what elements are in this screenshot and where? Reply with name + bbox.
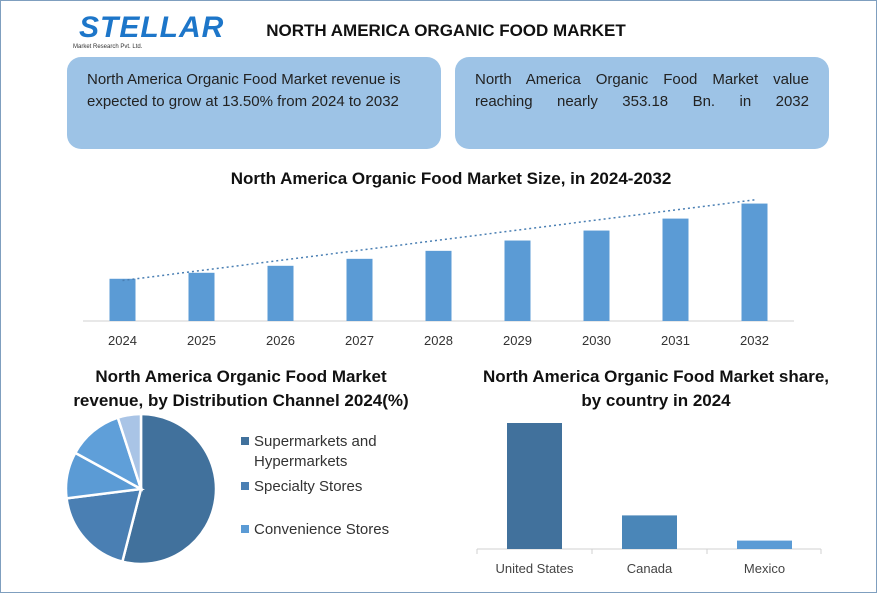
distribution-pie-chart: Supermarkets and Hypermarkets Specialty St… [64,412,389,566]
legend-swatch [241,482,249,490]
country-bar-chart: United States Canada Mexico [476,423,822,576]
market-size-chart: 2024 2025 2026 2027 2028 2029 2030 2031 2032 [83,199,794,348]
legend-label: Convenience Stores [254,521,389,538]
bar-2027 [346,258,373,321]
bar-canada [622,515,677,549]
legend-label: Hypermarkets [254,453,347,470]
legend-swatch [241,437,249,445]
tick-label: United States [495,561,574,576]
pie-slice-5 [116,412,143,490]
tick-label: Mexico [744,561,785,576]
bar-united-states [507,423,562,549]
legend-swatch [241,525,249,533]
bar-mexico [737,540,792,549]
market-size-chart-title: North America Organic Food Market Size, … [230,169,672,188]
value-card: North America Organic Food Market value … [455,57,829,149]
tick-label: Canada [627,561,673,576]
legend-label: Supermarkets and [254,433,377,450]
distribution-chart-title: North America Organic Food Market revenu… [73,367,409,410]
tick-label: 2029 [503,333,532,348]
tick-label: 2031 [661,333,690,348]
tick-label: 2024 [108,333,137,348]
stellar-logo: STELLAR Market Research Pvt. Ltd. [71,9,225,55]
bar-2026 [267,265,294,321]
tick-label: 2028 [424,333,453,348]
bar-2024 [109,278,136,321]
tick-label: 2032 [740,333,769,348]
tick-label: 2026 [266,333,295,348]
pie-slice-2 [65,487,143,564]
tick-label: 2027 [345,333,374,348]
bar-2029 [504,240,531,321]
bar-2030 [583,230,610,321]
bar-2031 [662,218,689,321]
legend-label: Specialty Stores [254,478,362,495]
bar-2032 [741,203,768,321]
trendline [122,199,755,282]
growth-card: North America Organic Food Market revenu… [67,57,441,149]
tick-label: 2030 [582,333,611,348]
logo-text: STELLAR [79,11,225,44]
page-title: NORTH AMERICA ORGANIC FOOD MARKET [266,21,626,40]
country-chart-title: North America Organic Food Market share,… [482,367,830,410]
bar-2028 [425,250,452,321]
pie-slice-1 [120,412,218,566]
bar-2025 [188,272,215,321]
logo-subtext: Market Research Pvt. Ltd. [73,44,143,50]
tick-label: 2025 [187,333,216,348]
